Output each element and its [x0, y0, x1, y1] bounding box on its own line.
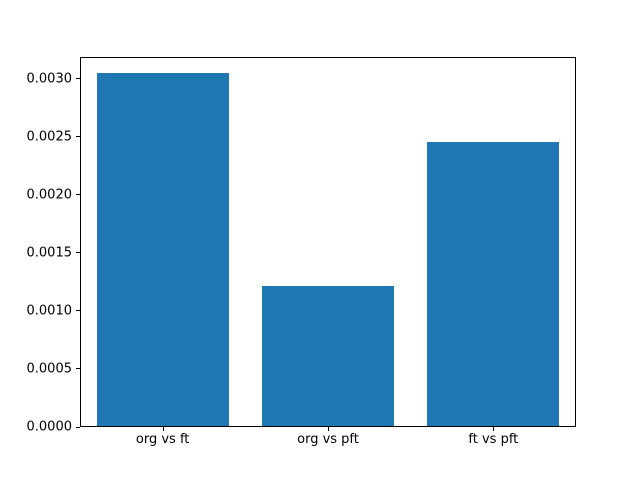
plot-area — [80, 57, 576, 427]
y-tick-mark — [76, 310, 80, 312]
y-tick-label: 0.0020 — [26, 187, 73, 203]
y-tick-mark — [76, 136, 80, 138]
bar-org-vs-ft — [96, 73, 229, 426]
x-tick-mark — [162, 427, 164, 431]
y-tick-mark — [76, 194, 80, 196]
y-tick-label: 0.0005 — [26, 361, 73, 377]
y-tick-label: 0.0015 — [26, 245, 73, 261]
x-tick-label: org vs pft — [297, 432, 359, 447]
y-tick-mark — [76, 368, 80, 370]
x-tick-label: org vs ft — [135, 432, 190, 447]
y-tick-label: 0.0000 — [26, 419, 73, 435]
y-tick-label: 0.0010 — [26, 303, 73, 319]
x-tick-label: ft vs pft — [468, 432, 519, 447]
x-tick-mark — [493, 427, 495, 431]
y-tick-label: 0.0025 — [26, 129, 73, 145]
bar-org-vs-pft — [261, 286, 395, 426]
bar-ft-vs-pft — [427, 142, 560, 426]
x-tick-mark — [328, 427, 329, 431]
y-tick-mark — [76, 252, 80, 254]
y-tick-mark — [76, 78, 80, 80]
y-tick-mark — [76, 426, 80, 428]
y-tick-label: 0.0030 — [26, 71, 73, 87]
